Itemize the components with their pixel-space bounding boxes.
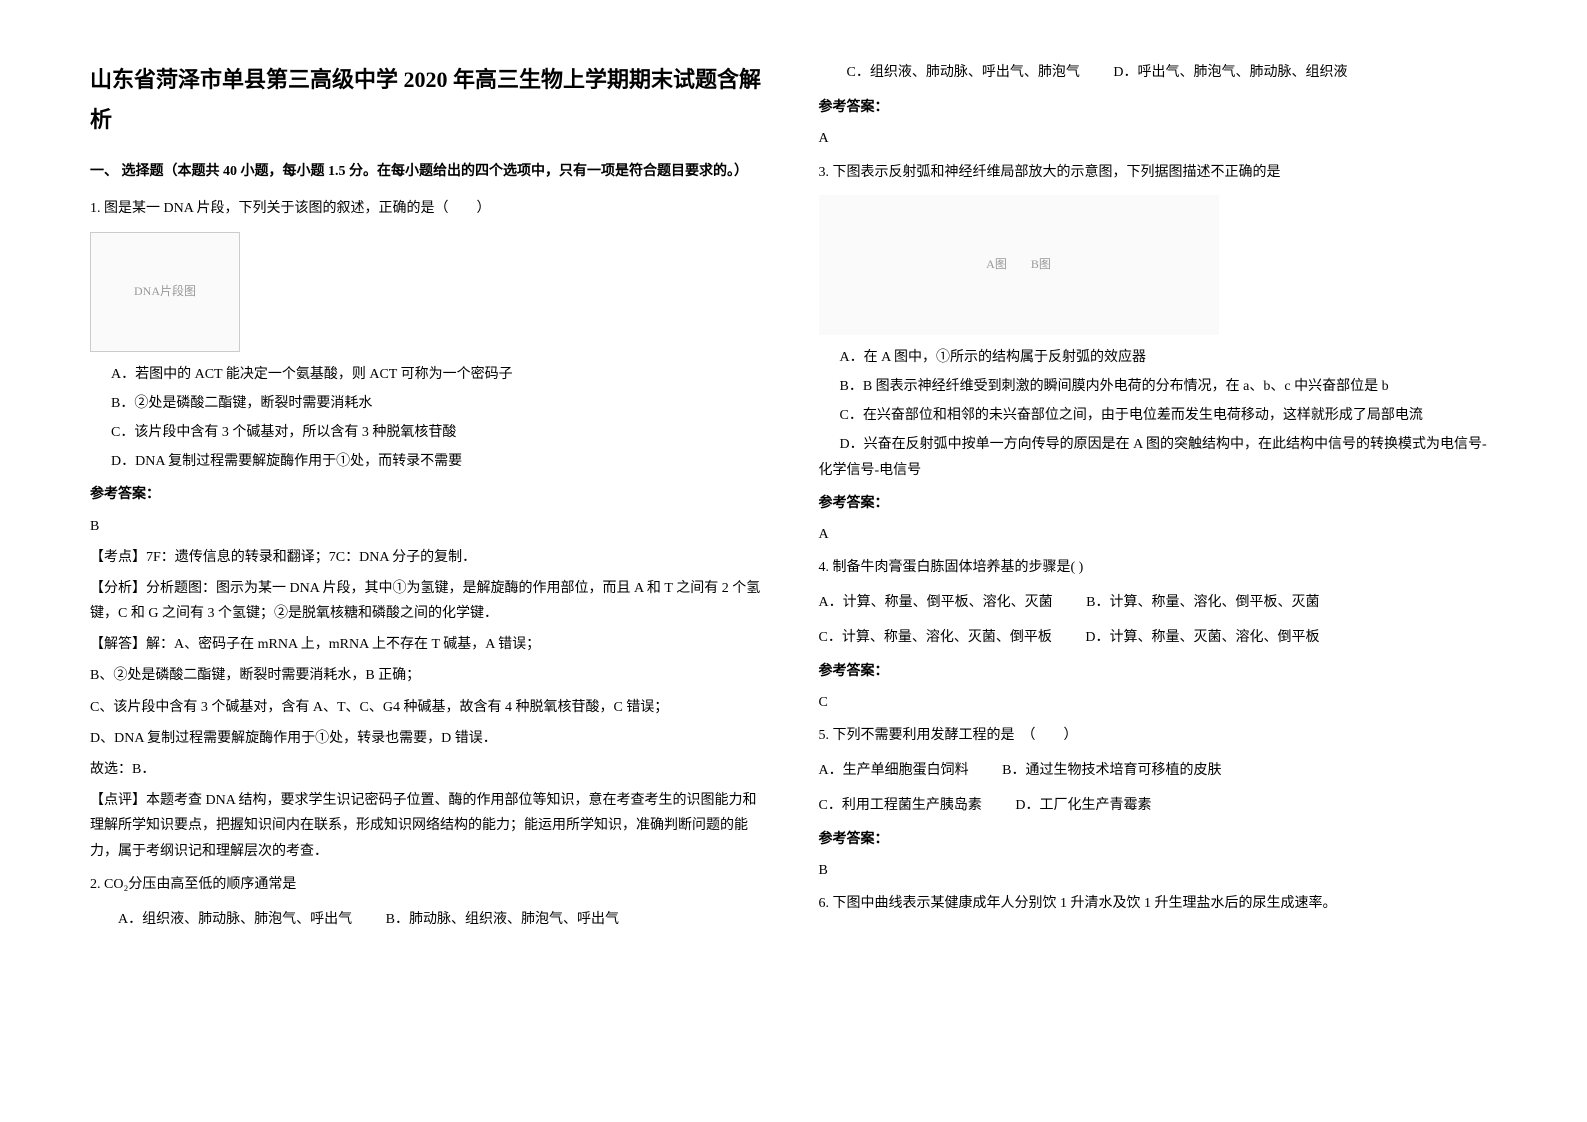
q2-option-a: A．组织液、肺动脉、肺泡气、呼出气 <box>90 907 352 932</box>
q1-option-c: C．该片段中含有 3 个碱基对，所以含有 3 种脱氧核苷酸 <box>90 420 769 445</box>
section1-title: 一、 选择题（本题共 40 小题，每小题 1.5 分。在每小题给出的四个选项中，… <box>90 159 769 184</box>
q3-diagram-label-a: A图 <box>986 254 1007 276</box>
q2-option-b: B．肺动脉、组织液、肺泡气、呼出气 <box>386 907 619 932</box>
q1-solve-b: B、②处是磷酸二酯键，断裂时需要消耗水，B 正确； <box>90 663 769 688</box>
q2-stem: 2. CO₂分压由高至低的顺序通常是 <box>90 872 769 897</box>
q1-stem: 1. 图是某一 DNA 片段，下列关于该图的叙述，正确的是（ ） <box>90 196 769 221</box>
q3-diagram-label-b: B图 <box>1031 254 1051 276</box>
q3-stem: 3. 下图表示反射弧和神经纤维局部放大的示意图，下列据图描述不正确的是 <box>819 160 1498 185</box>
q1-comment: 【点评】本题考查 DNA 结构，要求学生识记密码子位置、酶的作用部位等知识，意在… <box>90 788 769 864</box>
q1-option-d: D．DNA 复制过程需要解旋酶作用于①处，而转录不需要 <box>90 449 769 474</box>
left-column: 山东省菏泽市单县第三高级中学 2020 年高三生物上学期期末试题含解析 一、 选… <box>90 60 769 940</box>
q6-stem: 6. 下图中曲线表示某健康成年人分别饮 1 升清水及饮 1 升生理盐水后的尿生成… <box>819 891 1498 916</box>
q4-option-b: B．计算、称量、溶化、倒平板、灭菌 <box>1086 590 1319 615</box>
q5-answer: B <box>819 858 1498 883</box>
q2-answer: A <box>819 126 1498 151</box>
q2-option-d: D．呼出气、肺泡气、肺动脉、组织液 <box>1113 60 1347 85</box>
question-5: 5. 下列不需要利用发酵工程的是 （ ） A．生产单细胞蛋白饲料 B．通过生物技… <box>819 723 1498 883</box>
q4-option-c: C．计算、称量、溶化、灭菌、倒平板 <box>819 625 1052 650</box>
q5-option-b: B．通过生物技术培育可移植的皮肤 <box>1002 758 1221 783</box>
q1-conclusion: 故选：B． <box>90 757 769 782</box>
q5-option-d: D．工厂化生产青霉素 <box>1015 793 1151 818</box>
q1-solve-c: C、该片段中含有 3 个碱基对，含有 A、T、C、G4 种碱基，故含有 4 种脱… <box>90 695 769 720</box>
q3-option-d: D．兴奋在反射弧中按单一方向传导的原因是在 A 图的突触结构中，在此结构中信号的… <box>819 432 1498 482</box>
q5-option-c: C．利用工程菌生产胰岛素 <box>819 793 982 818</box>
q1-point: 【考点】7F：遗传信息的转录和翻译；7C：DNA 分子的复制． <box>90 545 769 570</box>
q2-option-c: C．组织液、肺动脉、呼出气、肺泡气 <box>819 60 1080 85</box>
q1-option-a: A．若图中的 ACT 能决定一个氨基酸，则 ACT 可称为一个密码子 <box>90 362 769 387</box>
q3-option-b: B．B 图表示神经纤维受到刺激的瞬间膜内外电荷的分布情况，在 a、b、c 中兴奋… <box>819 374 1498 399</box>
q1-answer: B <box>90 514 769 539</box>
q5-answer-label: 参考答案： <box>819 827 1498 852</box>
q1-diagram-label: DNA片段图 <box>134 281 196 303</box>
question-4: 4. 制备牛肉膏蛋白胨固体培养基的步骤是( ) A．计算、称量、倒平板、溶化、灭… <box>819 555 1498 715</box>
q3-answer: A <box>819 522 1498 547</box>
question-1: 1. 图是某一 DNA 片段，下列关于该图的叙述，正确的是（ ） DNA片段图 … <box>90 196 769 863</box>
q5-stem: 5. 下列不需要利用发酵工程的是 （ ） <box>819 723 1498 748</box>
q4-answer-label: 参考答案： <box>819 659 1498 684</box>
q4-stem: 4. 制备牛肉膏蛋白胨固体培养基的步骤是( ) <box>819 555 1498 580</box>
question-6: 6. 下图中曲线表示某健康成年人分别饮 1 升清水及饮 1 升生理盐水后的尿生成… <box>819 891 1498 916</box>
q1-diagram: DNA片段图 <box>90 232 240 352</box>
question-2: 2. CO₂分压由高至低的顺序通常是 A．组织液、肺动脉、肺泡气、呼出气 B．肺… <box>90 872 769 932</box>
q1-option-b: B．②处是磷酸二酯键，断裂时需要消耗水 <box>90 391 769 416</box>
q3-diagram: A图 B图 <box>819 195 1219 335</box>
q1-answer-label: 参考答案： <box>90 482 769 507</box>
question-3: 3. 下图表示反射弧和神经纤维局部放大的示意图，下列据图描述不正确的是 A图 B… <box>819 160 1498 548</box>
q1-solve-a: 【解答】解：A、密码子在 mRNA 上，mRNA 上不存在 T 碱基，A 错误； <box>90 632 769 657</box>
q4-answer: C <box>819 690 1498 715</box>
document-title: 山东省菏泽市单县第三高级中学 2020 年高三生物上学期期末试题含解析 <box>90 60 769 139</box>
q4-option-a: A．计算、称量、倒平板、溶化、灭菌 <box>819 590 1053 615</box>
q3-option-c: C．在兴奋部位和相邻的未兴奋部位之间，由于电位差而发生电荷移动，这样就形成了局部… <box>819 403 1498 428</box>
q4-option-d: D．计算、称量、灭菌、溶化、倒平板 <box>1085 625 1319 650</box>
q3-answer-label: 参考答案： <box>819 491 1498 516</box>
q5-option-a: A．生产单细胞蛋白饲料 <box>819 758 969 783</box>
q1-solve-d: D、DNA 复制过程需要解旋酶作用于①处，转录也需要，D 错误． <box>90 726 769 751</box>
q3-option-a: A．在 A 图中，①所示的结构属于反射弧的效应器 <box>819 345 1498 370</box>
q2-answer-label: 参考答案： <box>819 95 1498 120</box>
right-column: C．组织液、肺动脉、呼出气、肺泡气 D．呼出气、肺泡气、肺动脉、组织液 参考答案… <box>819 60 1498 940</box>
q1-analysis: 【分析】分析题图：图示为某一 DNA 片段，其中①为氢键，是解旋酶的作用部位，而… <box>90 576 769 626</box>
